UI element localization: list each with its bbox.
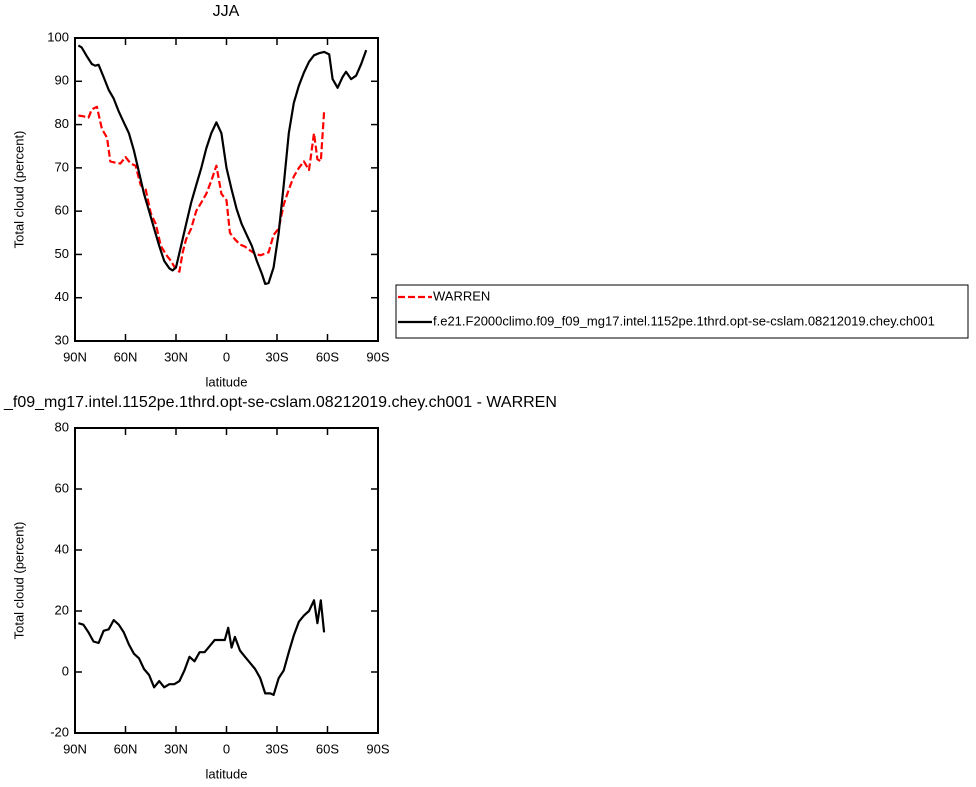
x-tick-label: 90S: [366, 741, 389, 756]
plot-frame: [74, 37, 379, 342]
x-tick-label: 0: [223, 741, 230, 756]
y-tick-label: 40: [55, 289, 69, 304]
y-axis-label: Total cloud (percent): [11, 522, 26, 640]
data-line: [77, 44, 368, 285]
y-tick-label: 40: [55, 541, 69, 556]
x-tick-label: 60N: [114, 349, 138, 364]
data-line: [78, 599, 326, 696]
data-line: [78, 105, 326, 273]
x-tick-label: 30N: [164, 741, 188, 756]
y-axis-label: Total cloud (percent): [11, 131, 26, 249]
x-tick-label: 30S: [265, 349, 288, 364]
legend-label: f.e21.F2000climo.f09_f09_mg17.intel.1152…: [433, 313, 935, 328]
y-tick-label: 80: [55, 116, 69, 131]
x-tick-label: 90N: [63, 349, 87, 364]
legend-label: WARREN: [433, 288, 490, 303]
y-tick-label: 70: [55, 159, 69, 174]
y-tick-label: 30: [55, 332, 69, 347]
y-tick-label: -20: [50, 724, 69, 739]
y-tick-label: 100: [47, 29, 69, 44]
x-tick-label: 90S: [366, 349, 389, 364]
x-axis-label: latitude: [206, 374, 248, 389]
x-tick-label: 90N: [63, 741, 87, 756]
y-tick-label: 0: [62, 663, 69, 678]
plot-frame: [74, 427, 379, 734]
x-axis-label: latitude: [206, 766, 248, 781]
x-tick-label: 30N: [164, 349, 188, 364]
chart-title: _f09_mg17.intel.1152pe.1thrd.opt-se-csla…: [3, 394, 557, 411]
x-tick-label: 60N: [114, 741, 138, 756]
legend-frame: [395, 284, 969, 339]
x-tick-label: 0: [223, 349, 230, 364]
x-tick-label: 60S: [316, 741, 339, 756]
y-tick-label: 20: [55, 602, 69, 617]
y-tick-label: 60: [55, 480, 69, 495]
x-tick-label: 30S: [265, 741, 288, 756]
y-tick-label: 50: [55, 246, 69, 261]
y-tick-label: 60: [55, 203, 69, 218]
chart-title: JJA: [213, 3, 240, 20]
x-tick-label: 60S: [316, 349, 339, 364]
y-tick-label: 80: [55, 419, 69, 434]
y-tick-label: 90: [55, 73, 69, 88]
